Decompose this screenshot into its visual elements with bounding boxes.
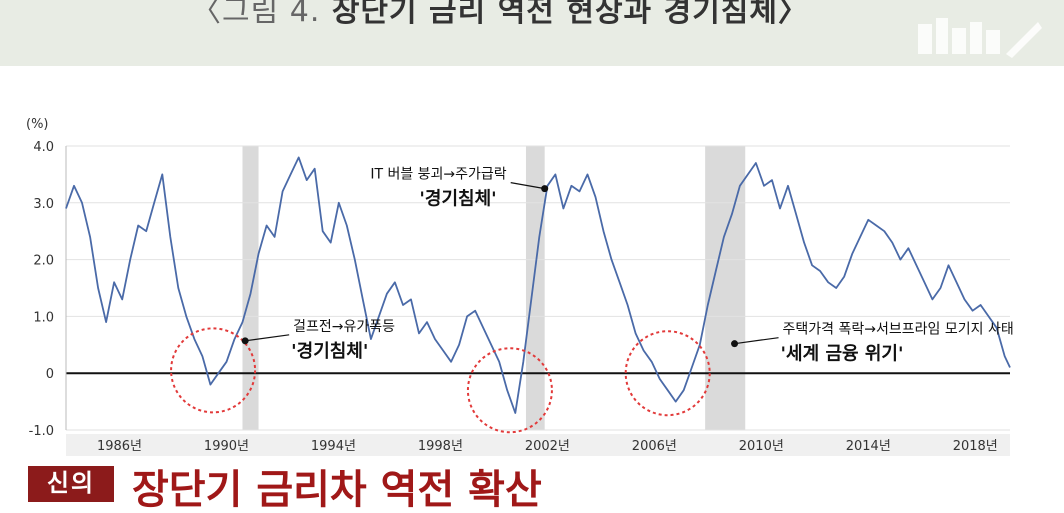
x-tick-label: 1990년 (204, 439, 249, 454)
x-axis-band (66, 434, 1010, 456)
annotation-leader-0 (510, 182, 545, 190)
x-tick-label: 1986년 (97, 439, 142, 454)
inversion-circle-1 (466, 347, 553, 434)
footer-headline: 장단기 금리차 역전 확산 (132, 467, 542, 513)
annotation-text-0: IT 버블 붕괴→주가급락 (370, 167, 506, 183)
inversion-circle-2 (624, 330, 711, 417)
inversion-circle-0 (170, 327, 257, 414)
annotation-leader-1 (245, 334, 290, 342)
annotation-leader-2 (734, 337, 779, 345)
y-axis-unit-label: (%) (26, 117, 49, 132)
annotation-text-1: 걸프전→유가폭등 (293, 319, 395, 335)
recession-band-0 (242, 146, 259, 430)
annotation-label-1: '경기침체' (291, 341, 368, 362)
x-axis: 1986년 1990년 1994년 1998년 2002년 2006년 2010년 2014년… (66, 434, 1010, 456)
x-tick-label: 2014년 (846, 439, 891, 454)
series-layer (65, 156, 1011, 414)
annotation-label-0: '경기침체' (419, 189, 496, 210)
series-line-0 (65, 156, 1011, 414)
line-chart: 4.0 3.0 2.0 1.0 0 -1.0 1986년 1990년 1994년 1998년 20… (26, 117, 1014, 456)
y-axis: 4.0 3.0 2.0 1.0 0 -1.0 (29, 140, 67, 439)
watermark-logo-icon (918, 18, 1042, 58)
inversion-circles (170, 327, 711, 434)
x-tick-label: 2006년 (632, 439, 677, 454)
y-tick-label: -1.0 (29, 424, 54, 439)
figure-number: 〈그림 4. (191, 0, 321, 29)
x-tick-label: 2002년 (525, 439, 570, 454)
channel-logo: 신의 (28, 466, 114, 502)
annotations-layer: IT 버블 붕괴→주가급락 '경기침체' 걸프전→유가폭등 '경기침체' 주택가격 폭락… (241, 167, 1014, 365)
annotation-label-2: '세계 금융 위기' (781, 344, 904, 365)
figure-title-text: 장단기 금리 역전 현상과 경기침체〉 (331, 0, 809, 29)
y-tick-label: 3.0 (33, 197, 54, 212)
y-tick-label: 2.0 (33, 254, 54, 269)
y-tick-label: 0 (46, 367, 54, 382)
y-tick-label: 4.0 (33, 140, 54, 155)
x-tick-label: 2018년 (953, 439, 998, 454)
x-tick-label: 1998년 (418, 439, 463, 454)
x-tick-label: 1994년 (311, 439, 356, 454)
annotation-dot-0 (541, 185, 549, 193)
gridlines (66, 145, 1010, 431)
x-tick-label: 2010년 (739, 439, 784, 454)
y-tick-label: 1.0 (33, 310, 54, 325)
figure-title: 〈그림 4. 장단기 금리 역전 현상과 경기침체〉 (0, 0, 1000, 30)
annotation-text-2: 주택가격 폭락→서브프라임 모기지 사태 (783, 322, 1014, 338)
header-banner: 〈그림 4. 장단기 금리 역전 현상과 경기침체〉 (0, 0, 1064, 66)
recession-band-1 (525, 146, 545, 430)
